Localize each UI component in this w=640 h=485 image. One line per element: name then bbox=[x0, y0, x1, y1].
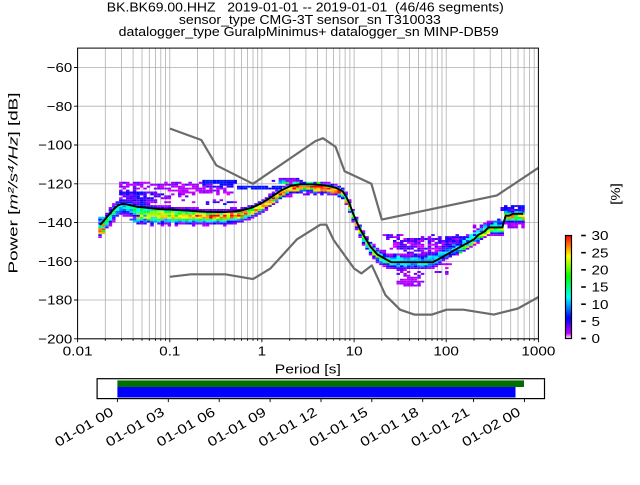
svg-text:BK.BK69.00.HHZ 2019-01-01 --: BK.BK69.00.HHZ 2019-01-01 -- 2019-01-01 … bbox=[107, 0, 504, 15]
svg-text:0.01: 0.01 bbox=[63, 343, 93, 358]
svg-text:25: 25 bbox=[592, 245, 609, 260]
svg-text:−140: −140 bbox=[38, 215, 72, 230]
svg-text:15: 15 bbox=[592, 280, 609, 295]
svg-text:10: 10 bbox=[346, 343, 363, 358]
svg-text:5: 5 bbox=[592, 314, 601, 329]
svg-text:1: 1 bbox=[258, 343, 267, 358]
svg-text:−200: −200 bbox=[38, 332, 72, 347]
svg-text:sensor_type CMG-3T sensor_sn T: sensor_type CMG-3T sensor_sn T310033 bbox=[179, 12, 441, 27]
svg-text:1000: 1000 bbox=[521, 343, 555, 358]
svg-text:−100: −100 bbox=[38, 138, 72, 153]
svg-text:−180: −180 bbox=[38, 293, 72, 308]
svg-text:100: 100 bbox=[433, 343, 459, 358]
svg-text:0.1: 0.1 bbox=[159, 343, 180, 358]
svg-text:10: 10 bbox=[592, 297, 609, 312]
svg-text:0: 0 bbox=[592, 331, 601, 346]
svg-text:−120: −120 bbox=[38, 177, 72, 192]
svg-text:Period [s]: Period [s] bbox=[275, 362, 341, 377]
svg-text:[%]: [%] bbox=[608, 183, 623, 205]
svg-text:−80: −80 bbox=[47, 99, 72, 114]
svg-text:datalogger_type GuralpMinimus+: datalogger_type GuralpMinimus+ datalogge… bbox=[119, 24, 499, 39]
svg-text:20: 20 bbox=[592, 263, 609, 278]
svg-text:−160: −160 bbox=[38, 254, 72, 269]
svg-text:30: 30 bbox=[592, 228, 609, 243]
svg-text:−60: −60 bbox=[47, 60, 72, 75]
svg-text:Power [m²/s⁴/Hz] [dB]: Power [m²/s⁴/Hz] [dB] bbox=[6, 93, 21, 274]
